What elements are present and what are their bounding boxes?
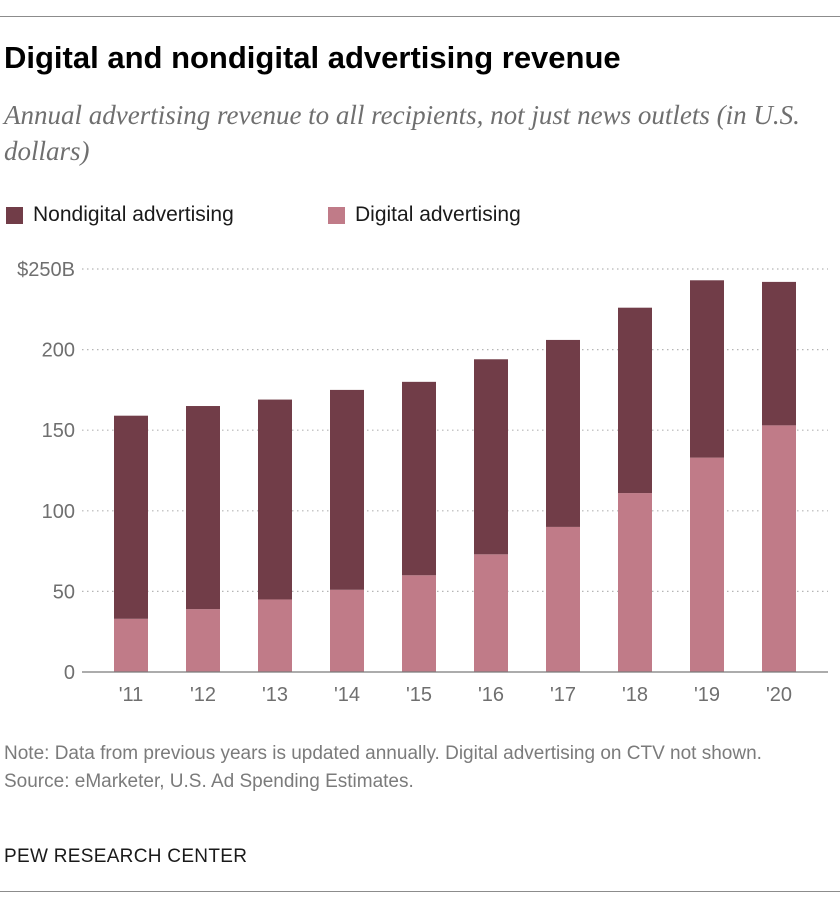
y-tick-label: 150 bbox=[42, 420, 75, 442]
x-tick-label: '12 bbox=[190, 684, 216, 706]
bar-nondigital bbox=[114, 415, 148, 619]
bar-nondigital bbox=[618, 307, 652, 494]
bar-digital bbox=[402, 575, 436, 672]
top-rule bbox=[0, 16, 840, 17]
bar-digital bbox=[690, 457, 724, 672]
x-tick-label: '14 bbox=[334, 684, 360, 706]
x-tick-label: '13 bbox=[262, 684, 288, 706]
x-tick-label: '18 bbox=[622, 684, 648, 706]
x-tick-label: '20 bbox=[766, 684, 792, 706]
note-text: Note: Data from previous years is update… bbox=[4, 743, 762, 764]
bar-nondigital bbox=[690, 280, 724, 458]
bar-digital bbox=[618, 493, 652, 672]
bar-nondigital bbox=[330, 389, 364, 590]
bar-digital bbox=[114, 618, 148, 672]
y-tick-label: 0 bbox=[64, 662, 75, 684]
chart-notes: Note: Data from previous years is update… bbox=[4, 740, 824, 796]
stacked-bar-chart: 0 50 100 150 200 $250B '11 '12 '13 '14 '15 '16 '17 '1… bbox=[17, 259, 828, 706]
x-tick-label: '11 bbox=[119, 684, 144, 706]
y-tick-label: 100 bbox=[42, 501, 75, 523]
bar-digital bbox=[258, 599, 292, 672]
bar-nondigital bbox=[402, 381, 436, 576]
source-text: Source: eMarketer, U.S. Ad Spending Esti… bbox=[4, 771, 414, 792]
x-tick-label: '16 bbox=[478, 684, 504, 706]
bar-digital bbox=[186, 609, 220, 672]
bar-digital bbox=[762, 425, 796, 672]
bar-nondigital bbox=[762, 281, 796, 426]
legend-swatch-nondigital bbox=[6, 206, 23, 224]
legend-label-nondigital: Nondigital advertising bbox=[33, 203, 234, 226]
x-tick-label: '19 bbox=[694, 684, 720, 706]
chart-subtitle: Annual advertising revenue to all recipi… bbox=[4, 100, 800, 166]
legend-label-digital: Digital advertising bbox=[355, 203, 521, 226]
bar-nondigital bbox=[186, 406, 220, 610]
legend-swatch-digital bbox=[328, 206, 345, 224]
bar-digital bbox=[546, 526, 580, 672]
x-tick-label: '17 bbox=[550, 684, 576, 706]
bar-nondigital bbox=[546, 339, 580, 527]
legend-item-digital: Digital advertising bbox=[328, 203, 521, 227]
organization-credit: PEW RESEARCH CENTER bbox=[4, 846, 248, 867]
y-tick-label: $250B bbox=[17, 259, 75, 281]
legend-item-nondigital: Nondigital advertising bbox=[6, 203, 234, 227]
bar-digital bbox=[330, 589, 364, 672]
y-tick-label: 200 bbox=[42, 340, 75, 362]
x-tick-label: '15 bbox=[406, 684, 432, 706]
bar-digital bbox=[474, 554, 508, 672]
bar-nondigital bbox=[474, 359, 508, 555]
chart-title: Digital and nondigital advertising reven… bbox=[4, 40, 621, 75]
bar-nondigital bbox=[258, 399, 292, 600]
bottom-rule bbox=[0, 891, 840, 892]
y-tick-label: 50 bbox=[53, 581, 75, 603]
